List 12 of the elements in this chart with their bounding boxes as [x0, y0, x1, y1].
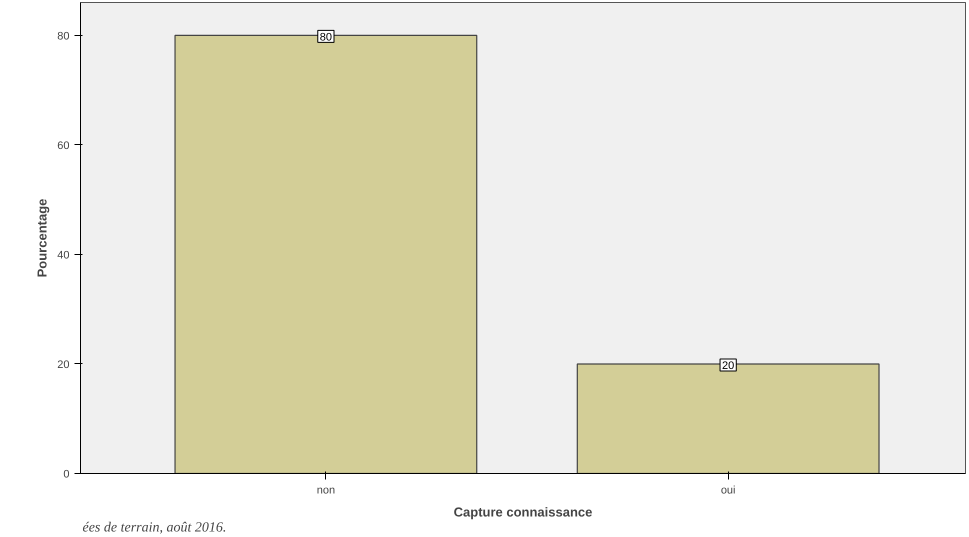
- data-label: 20: [722, 360, 734, 372]
- y-tick-label: 80: [57, 30, 70, 42]
- y-tick-label: 20: [57, 358, 70, 371]
- y-axis-title: Pourcentage: [34, 198, 50, 278]
- x-tick-label: non: [316, 484, 336, 496]
- text: ées de terrain, août 2016.: [82, 520, 226, 536]
- x-tick-label: oui: [720, 484, 736, 496]
- data-label: 80: [320, 31, 332, 44]
- y-tick-label: 60: [57, 140, 70, 152]
- y-tick-label: 0: [63, 468, 70, 480]
- x-axis-title: Capture connaissance: [454, 504, 592, 520]
- y-tick-label: 40: [57, 249, 70, 262]
